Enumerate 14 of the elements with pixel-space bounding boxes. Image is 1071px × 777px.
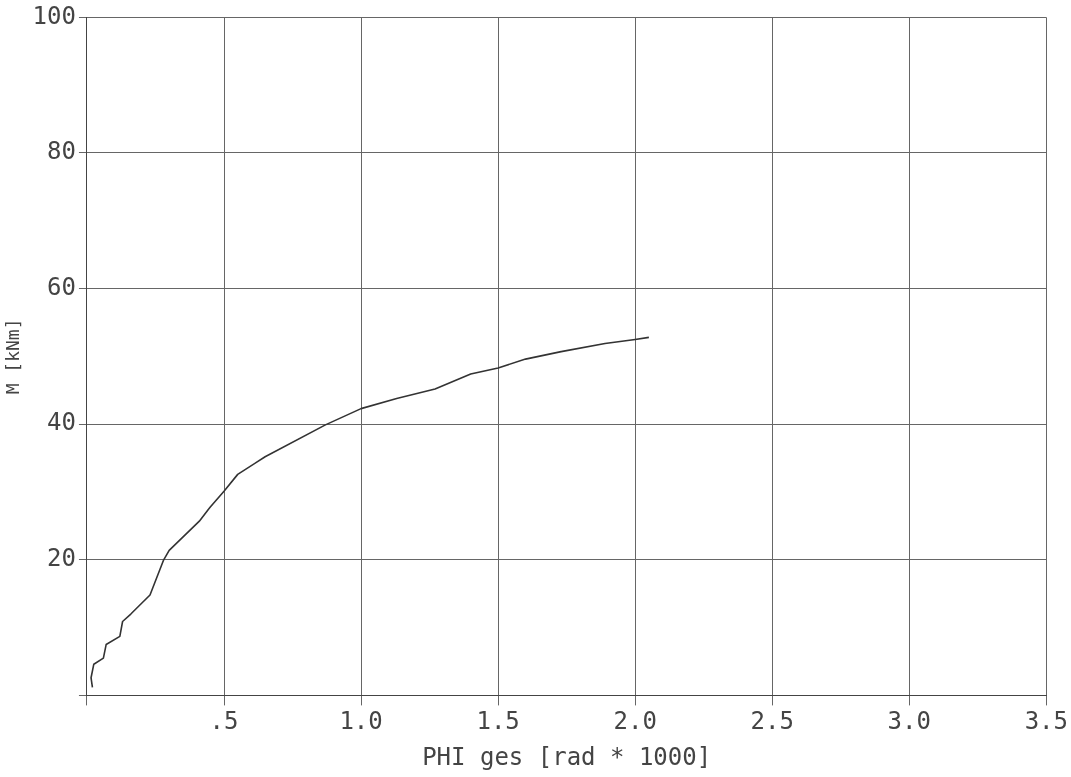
x-tick-label: 3.0 — [887, 707, 931, 736]
y-tick-label: 40 — [47, 408, 76, 437]
y-tick-label: 80 — [47, 137, 76, 166]
x-tick-label: .5 — [209, 707, 239, 736]
y-tick-label: 20 — [47, 544, 76, 573]
x-axis-title: PHI ges [rad * 1000] — [422, 742, 712, 771]
x-tick-label: 2.5 — [750, 707, 794, 736]
x-tick-label: 1.0 — [339, 707, 383, 736]
x-tick-label: 3.5 — [1024, 707, 1069, 736]
x-tick-label: 2.0 — [613, 707, 657, 736]
y-tick-label: 60 — [47, 272, 76, 301]
x-tick-label: 1.5 — [476, 707, 520, 736]
y-axis-title: M [kNm] — [2, 318, 24, 395]
y-tick-label: 100 — [32, 1, 76, 30]
